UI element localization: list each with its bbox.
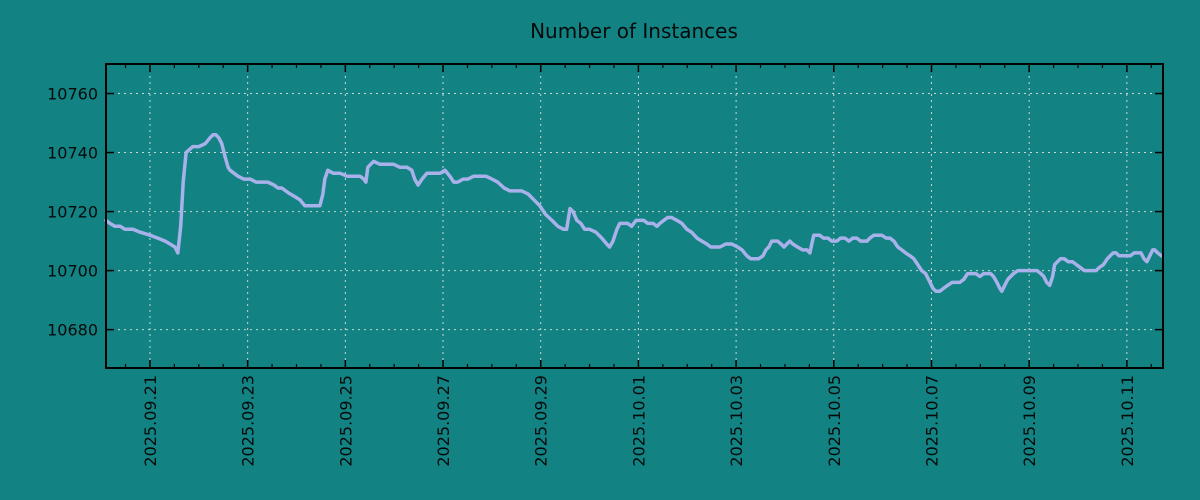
y-tick-label: 10720 (47, 203, 98, 222)
x-tick-label: 2025.09.25 (336, 375, 355, 467)
x-tick-label: 2025.10.03 (727, 375, 746, 467)
x-tick-label: 2025.09.23 (239, 375, 258, 467)
series-layer (104, 133, 1164, 294)
x-tick-label: 2025.09.27 (434, 375, 453, 467)
y-tick-label: 10760 (47, 85, 98, 104)
y-tick-label: 10740 (47, 144, 98, 163)
y-tick-label: 10700 (47, 262, 98, 281)
x-tick-label: 2025.10.05 (825, 375, 844, 467)
plot-border (105, 63, 1164, 369)
x-tick-label: 2025.10.07 (922, 375, 941, 467)
y-tick-label: 10680 (47, 321, 98, 340)
x-tick-label: 2025.09.29 (532, 375, 551, 467)
axis-layer (105, 63, 1164, 369)
chart-title: Number of Instances (530, 19, 738, 43)
axis-labels-layer: 10760 10740 10720 10700 10680 2025.09.21 2025.… (47, 85, 1137, 467)
series-line-instances (104, 133, 1164, 294)
x-tick-label: 2025.10.11 (1118, 375, 1137, 467)
x-tick-label: 2025.10.09 (1020, 375, 1039, 467)
x-tick-label: 2025.10.01 (629, 375, 648, 467)
grid-layer (106, 64, 1163, 368)
x-tick-label: 2025.09.21 (141, 375, 160, 467)
